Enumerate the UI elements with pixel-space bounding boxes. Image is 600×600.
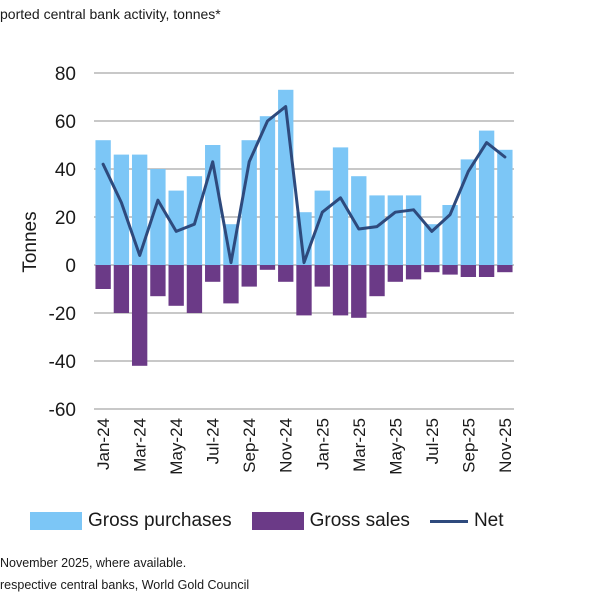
y-tick-label: 60 (55, 112, 76, 133)
y-tick-label: -40 (49, 352, 76, 373)
purchase-bar (387, 195, 403, 265)
x-tick-label: Nov-25 (496, 418, 515, 473)
x-tick-label: Mar-24 (131, 418, 150, 472)
sales-bar (241, 265, 257, 287)
x-tick-label: May-24 (167, 418, 186, 475)
y-tick-label: 40 (55, 160, 76, 181)
sales-bar (223, 265, 239, 304)
chart-title: ported central bank activity, tonnes* (0, 6, 221, 22)
purchase-bar (150, 169, 166, 265)
sales-swatch (251, 512, 304, 530)
x-tick-label: Jan-25 (313, 418, 332, 470)
purchase-bar (241, 140, 257, 265)
purchase-bar (497, 149, 513, 265)
source-note: respective central banks, World Gold Cou… (0, 578, 250, 592)
net-swatch (429, 519, 468, 523)
legend: Gross purchases Gross sales Net (30, 510, 524, 532)
y-tick-label: 0 (65, 256, 76, 277)
sales-bar (478, 265, 495, 277)
sales-bar (296, 265, 312, 316)
net-line-group (101, 105, 507, 265)
sales-bar (405, 265, 422, 280)
sales-bar (95, 265, 111, 289)
net-line (101, 105, 507, 265)
y-axis-label: Tonnes (20, 211, 41, 272)
x-axis-ticks: Jan-24 Mar-24 May-24 Jul-24 Sep-24 Nov-24 Jan-… (94, 418, 515, 475)
sales-bar (131, 265, 148, 366)
purchase-bar (113, 154, 130, 265)
sales-bar (186, 265, 203, 313)
purchase-bar (369, 195, 385, 265)
bars (95, 89, 513, 366)
y-tick-label: -60 (49, 400, 76, 421)
sales-bar (259, 265, 276, 270)
x-tick-label: Jul-24 (204, 418, 223, 464)
x-tick-label: Sep-25 (459, 418, 478, 473)
x-tick-label: Nov-24 (277, 418, 296, 473)
x-tick-label: Jan-24 (94, 418, 113, 470)
sales-bar (369, 265, 385, 297)
sales-bar (497, 265, 513, 273)
sales-bar (278, 265, 294, 282)
sales-bar (205, 265, 221, 282)
purchases-swatch (30, 512, 82, 530)
legend-item-purchases: Gross purchases (30, 510, 232, 532)
purchase-bar (95, 140, 111, 265)
sales-bar (460, 265, 477, 277)
y-tick-label: 20 (55, 208, 76, 229)
x-tick-label: Sep-24 (240, 418, 259, 473)
purchase-bar (332, 147, 349, 265)
sales-bar (387, 265, 403, 282)
chart: 80 60 40 20 0 -20 -40 -60 Tonnes Jan-24 Mar-24 Ma… (20, 64, 515, 475)
purchase-bar (351, 176, 367, 265)
y-axis-ticks: 80 60 40 20 0 -20 -40 -60 (49, 64, 76, 421)
legend-item-sales: Gross sales (251, 510, 410, 532)
x-tick-label: Mar-25 (350, 418, 369, 472)
footnote: November 2025, where available. (0, 556, 187, 570)
purchase-bar (259, 116, 276, 265)
legend-label-purchases: Gross purchases (88, 510, 232, 531)
purchase-bar (460, 159, 477, 265)
sales-bar (442, 265, 458, 275)
sales-bar (314, 265, 330, 287)
purchase-bar (131, 154, 148, 265)
x-tick-label: Jul-25 (423, 418, 442, 464)
sales-bar (332, 265, 349, 316)
purchase-bar (424, 224, 440, 265)
purchase-bar (168, 190, 184, 265)
purchase-bar (405, 195, 422, 265)
y-tick-label: 80 (55, 64, 76, 85)
legend-label-sales: Gross sales (309, 510, 410, 531)
sales-bar (150, 265, 166, 297)
sales-bar (168, 265, 184, 306)
purchase-bar (478, 130, 495, 265)
legend-label-net: Net (473, 510, 504, 531)
sales-bar (113, 265, 130, 313)
sales-bar (424, 265, 440, 273)
x-tick-label: May-25 (386, 418, 405, 475)
legend-item-net: Net (429, 510, 504, 532)
sales-bar (351, 265, 367, 318)
y-tick-label: -20 (49, 304, 76, 325)
